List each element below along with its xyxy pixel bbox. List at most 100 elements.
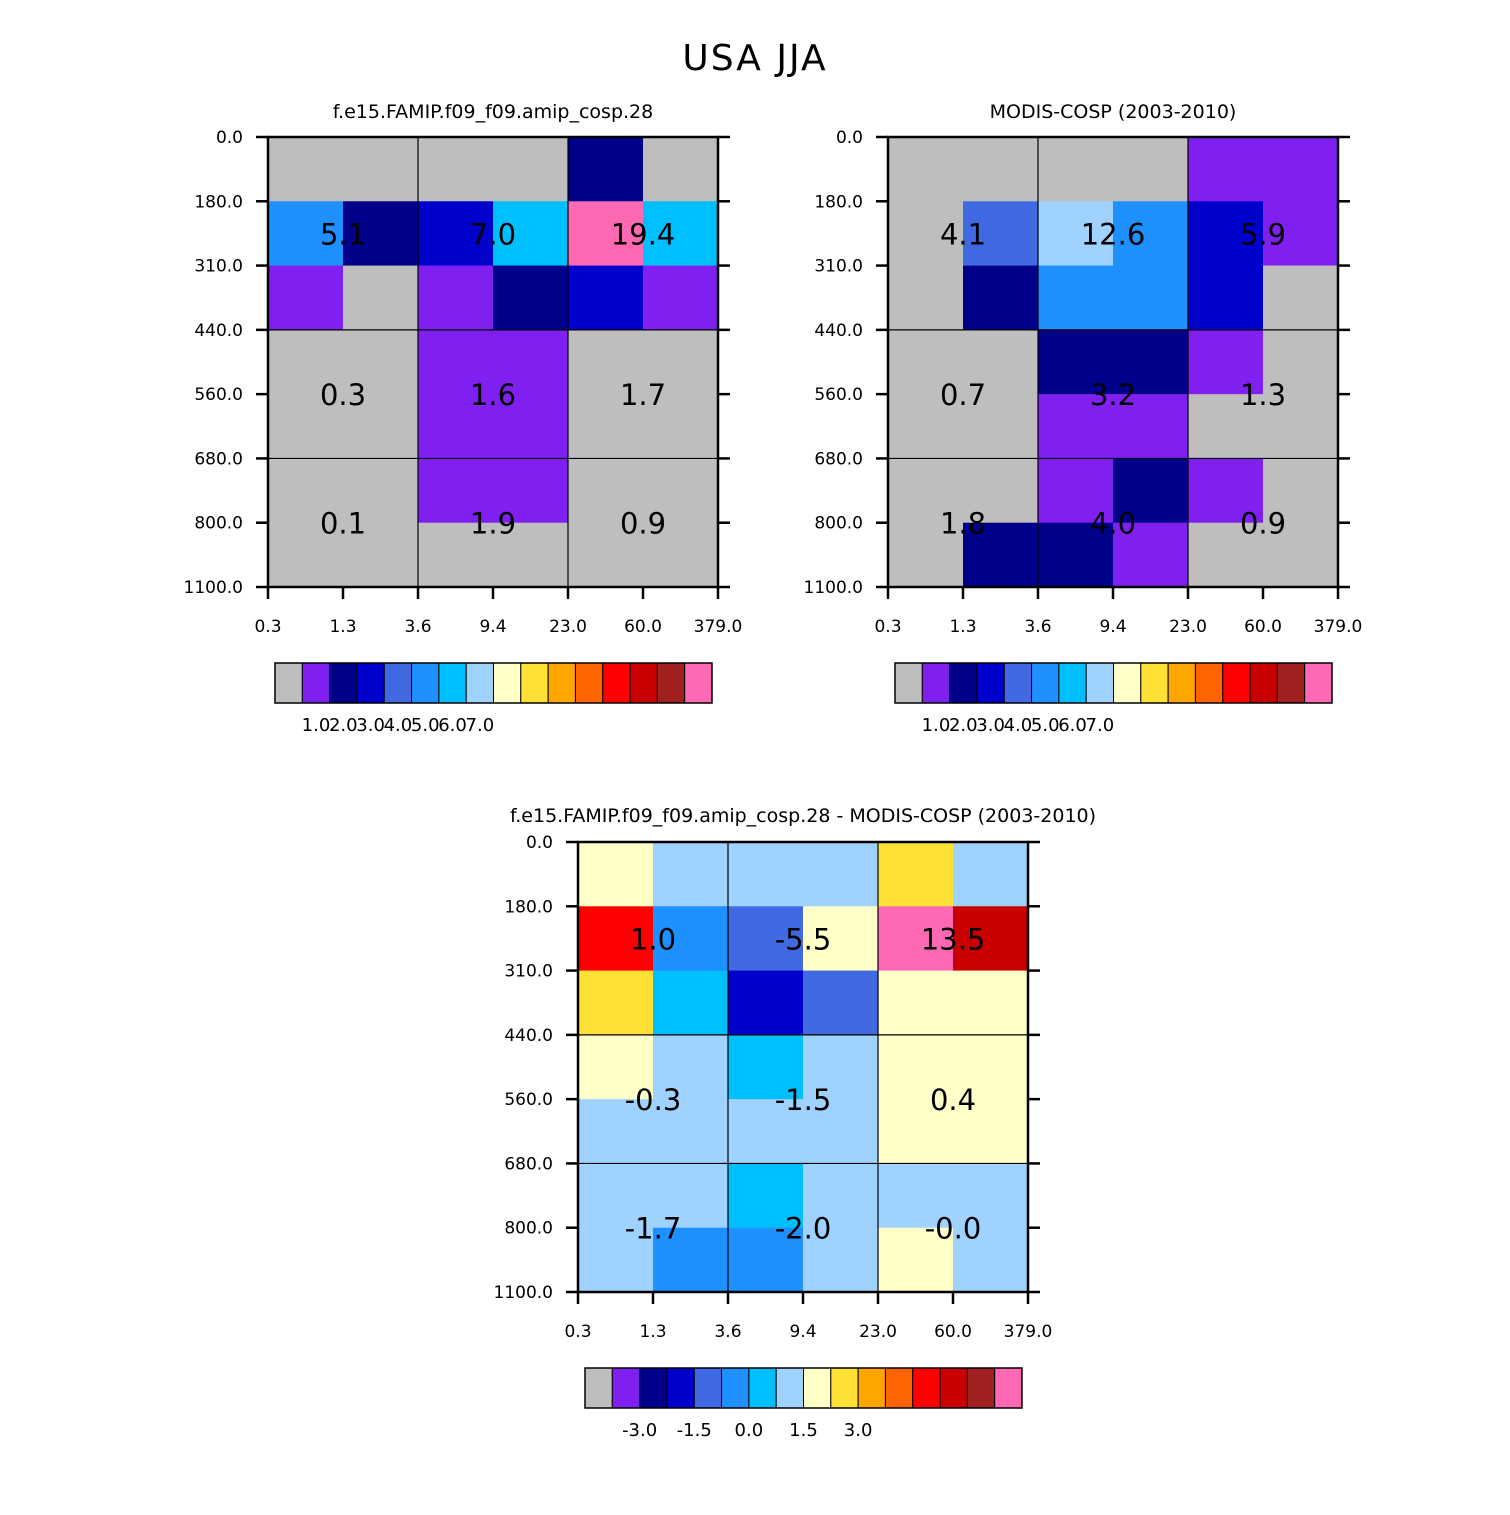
cell-value-label: -0.3 <box>625 1083 682 1117</box>
heatmap-cell <box>568 458 644 524</box>
panel-title: MODIS-COSP (2003-2010) <box>990 101 1237 123</box>
y-tick-label: 440.0 <box>194 321 243 341</box>
colorbar-swatch <box>584 1367 613 1409</box>
heatmap-cell <box>878 970 954 1036</box>
colorbar-swatch <box>966 1367 996 1409</box>
heatmap-cell <box>268 265 344 331</box>
colorbar-swatch <box>656 662 686 704</box>
heatmap-cell <box>578 842 654 907</box>
x-tick-label: 23.0 <box>859 1322 897 1342</box>
colorbar-swatch <box>301 662 331 704</box>
colorbar-swatch <box>465 662 494 704</box>
heatmap-cell <box>653 1227 729 1293</box>
heatmap-cell <box>878 1227 954 1293</box>
cell-value-label: 4.0 <box>1090 507 1136 541</box>
heatmap-cell <box>1263 394 1339 460</box>
y-tick-label: 1100.0 <box>804 578 863 598</box>
colorbar-swatch <box>994 1367 1023 1409</box>
y-tick-label: 310.0 <box>504 962 553 982</box>
heatmap-cell <box>1263 201 1339 267</box>
figure-title: USA JJA <box>682 38 827 79</box>
heatmap-cell <box>953 906 1029 972</box>
heatmap-cell <box>888 137 964 202</box>
cell-value-label: 13.5 <box>921 922 986 956</box>
y-tick-label: 560.0 <box>814 385 863 405</box>
heatmap-cell <box>803 1099 879 1165</box>
x-tick-label: 0.3 <box>564 1322 591 1342</box>
heatmap-cell <box>888 394 964 460</box>
x-tick-label: 60.0 <box>934 1322 972 1342</box>
y-tick-label: 680.0 <box>814 449 863 469</box>
heatmap-cell <box>653 906 729 972</box>
heatmap-cell <box>1113 265 1189 331</box>
x-tick-label: 9.4 <box>1099 617 1126 637</box>
colorbar-label: 1.0 <box>922 715 951 736</box>
colorbar-swatch <box>1003 662 1033 704</box>
x-tick-label: 0.3 <box>874 617 901 637</box>
heatmap-cell <box>953 1163 1029 1229</box>
heatmap-cell <box>578 1099 654 1165</box>
heatmap-cell <box>1038 394 1114 460</box>
heatmap-cell <box>963 137 1039 202</box>
heatmap-cell <box>728 1034 804 1100</box>
colorbar-swatch <box>693 1367 723 1409</box>
x-tick-label: 3.6 <box>1024 617 1051 637</box>
heatmap-cell <box>643 201 719 267</box>
y-tick-label: 560.0 <box>504 1090 553 1110</box>
cell-value-label: 1.3 <box>1240 378 1286 412</box>
heatmap-cell <box>343 394 419 460</box>
x-tick-label: 60.0 <box>1244 617 1282 637</box>
colorbar-swatch <box>611 1367 641 1409</box>
cell-value-label: 0.4 <box>930 1083 976 1117</box>
heatmap-cell <box>578 1227 654 1293</box>
heatmap-cell <box>418 394 494 460</box>
y-tick-label: 180.0 <box>504 897 553 917</box>
cell-value-label: -0.0 <box>925 1212 982 1246</box>
colorbar-swatch <box>830 1367 859 1409</box>
heatmap-cell <box>418 137 494 202</box>
cell-value-label: 12.6 <box>1081 217 1146 251</box>
panel-title: f.e15.FAMIP.f09_f09.amip_cosp.28 <box>333 101 653 123</box>
heatmap-cell <box>568 394 644 460</box>
heatmap-cell <box>803 906 879 972</box>
colorbar-label: 6.0 <box>1058 715 1087 736</box>
heatmap-cell <box>568 137 644 202</box>
heatmap-cell <box>643 137 719 202</box>
heatmap-cell <box>953 1227 1029 1293</box>
heatmap-cell <box>878 1034 954 1100</box>
heatmap-cell <box>963 458 1039 524</box>
y-tick-label: 0.0 <box>216 128 243 148</box>
colorbar-label: 7.0 <box>466 715 495 736</box>
colorbar-frame <box>894 662 1333 704</box>
heatmap-cell <box>1113 458 1189 524</box>
heatmap-cell <box>953 1034 1029 1100</box>
heatmap-cell <box>888 265 964 331</box>
y-tick-label: 800.0 <box>194 514 243 534</box>
heatmap-cell <box>963 522 1039 588</box>
heatmap-cell <box>578 906 654 972</box>
heatmap-cell <box>1038 137 1114 202</box>
colorbar-swatch <box>1276 662 1306 704</box>
y-tick-label: 180.0 <box>194 192 243 212</box>
colorbar-label: 5.0 <box>1031 715 1060 736</box>
y-tick-label: 800.0 <box>504 1219 553 1239</box>
heatmap-cell <box>1113 201 1189 267</box>
heatmap-cell <box>888 522 964 588</box>
cell-value-label: 3.2 <box>1090 378 1136 412</box>
heatmap-cell <box>268 137 344 202</box>
colorbar-label: 1.5 <box>789 1420 818 1441</box>
heatmap-cell <box>1038 522 1114 588</box>
cell-value-label: 1.8 <box>940 507 986 541</box>
heatmap-cell <box>1188 458 1264 524</box>
colorbar-swatch <box>329 662 358 704</box>
x-tick-label: 1.3 <box>949 617 976 637</box>
heatmap-cell <box>418 265 494 331</box>
heatmap-cell <box>493 329 569 395</box>
heatmap-cell <box>268 201 344 267</box>
heatmap-cell <box>728 970 804 1036</box>
heatmap-cell <box>653 1163 729 1229</box>
colorbar-swatch <box>976 662 1005 704</box>
colorbar-swatch <box>411 662 440 704</box>
colorbar-swatch <box>1222 662 1251 704</box>
